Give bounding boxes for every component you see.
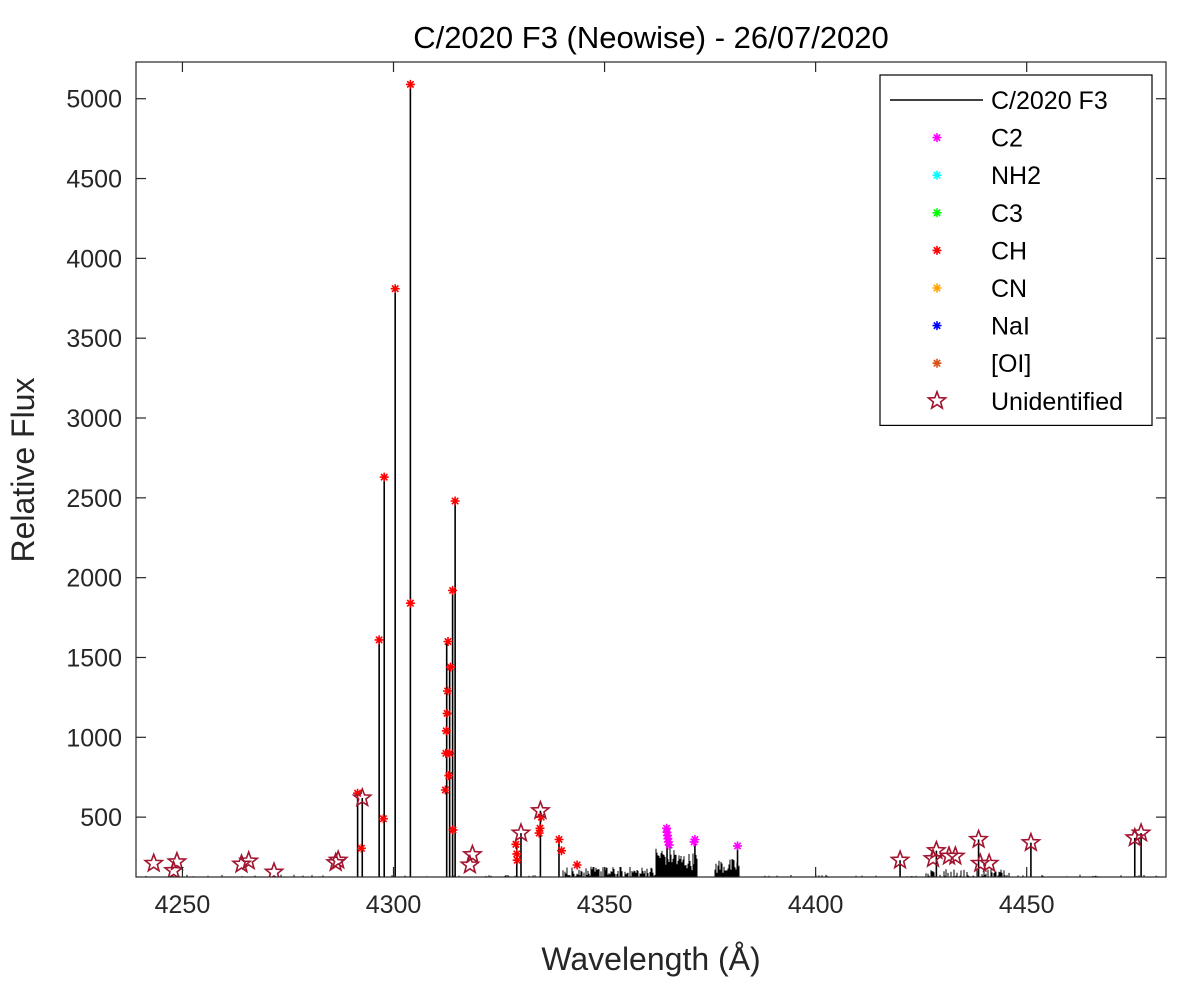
legend-nh2-swatch (932, 170, 942, 180)
unidentified-marker (510, 821, 532, 843)
y-tick-label: 4000 (66, 245, 122, 273)
y-tick-label: 500 (80, 804, 122, 832)
legend-nai-swatch (932, 321, 942, 331)
ch-marker (379, 472, 389, 482)
unidentified-marker (327, 848, 349, 870)
legend-label-c2: C2 (991, 125, 1023, 153)
y-tick-label: 1500 (66, 644, 122, 672)
unidentified-marker (1020, 831, 1042, 852)
y-axis-title: Relative Flux (5, 378, 41, 563)
unidentified-marker (166, 850, 188, 871)
unidentified-marker (925, 839, 948, 860)
legend-label-c3: C3 (991, 200, 1023, 228)
chart-title: C/2020 F3 (Neowise) - 26/07/2020 (413, 20, 889, 55)
x-axis-title: Wavelength (Å) (541, 941, 760, 977)
legend-label-nh2: NH2 (991, 162, 1041, 190)
ch-marker (353, 788, 363, 798)
y-tick-label: 3000 (66, 405, 122, 433)
legend-cn-swatch (932, 283, 942, 293)
ch-marker (405, 598, 415, 608)
axes-frame (135, 61, 1167, 878)
ch-marker (534, 828, 544, 838)
unidentified-marker (529, 799, 552, 820)
ch-marker (511, 839, 521, 849)
ch-marker (390, 284, 400, 294)
unidentified-marker (938, 844, 960, 866)
axes: 4250 4300 4350 4400 4450 500 1000 1500 2000 2500 3… (66, 61, 1167, 919)
ch-marker (445, 748, 455, 758)
c2-marker (733, 841, 742, 851)
ch-marker (374, 635, 384, 645)
ch-marker (378, 814, 388, 824)
legend-box (879, 74, 1153, 426)
ch-marker (446, 662, 455, 672)
x-tick-label: 4400 (788, 891, 844, 919)
ch-marker (512, 849, 522, 859)
c2-marker (689, 837, 699, 847)
unidentified-marker (944, 844, 967, 866)
unidentified-marker (351, 786, 373, 808)
legend-label-cn: CN (991, 275, 1027, 303)
unidentified-marker (461, 843, 484, 864)
y-tick-label: 2000 (66, 565, 122, 593)
legend-label-ch: CH (991, 237, 1027, 265)
legend-ch-swatch (932, 245, 942, 255)
ch-marker (448, 825, 458, 835)
unidentified-marker (237, 849, 260, 871)
ch-marker (448, 585, 458, 595)
ch-marker (441, 726, 451, 736)
ch-marker (443, 686, 452, 696)
unidentified-marker (459, 853, 481, 875)
unidentified-marker (263, 860, 285, 877)
legend-label-nai: NaI (991, 313, 1030, 341)
ch-marker (535, 823, 545, 833)
unidentified-marker (967, 828, 990, 849)
ch-marker (444, 771, 454, 781)
ch-marker (356, 843, 366, 853)
x-tick-label: 4300 (366, 891, 422, 919)
legend-unidentified-swatch (926, 389, 948, 410)
legend-oi-swatch (932, 358, 942, 368)
legend-label-c2020f3: C/2020 F3 (991, 87, 1108, 115)
legend: C/2020 F3 C2 NH2 C3 CH CN NaI [OI] Unidentified (879, 74, 1153, 426)
ch-marker (557, 846, 566, 856)
unidentified-marker (1130, 821, 1152, 843)
ch-marker (450, 496, 460, 506)
c2-marker (664, 840, 674, 850)
x-tick-label: 4350 (577, 891, 633, 919)
y-tick-label: 4500 (66, 166, 122, 194)
ch-marker (440, 785, 450, 795)
ch-marker (442, 708, 452, 718)
ch-marker (512, 855, 522, 865)
unidentified-marker (143, 852, 165, 873)
legend-label-unidentified: Unidentified (991, 388, 1123, 416)
legend-c2-swatch (932, 133, 942, 143)
legend-label-oi: [OI] (991, 350, 1031, 378)
x-tick-label: 4250 (155, 891, 211, 919)
unidentified-marker (889, 848, 911, 870)
ch-marker (405, 79, 415, 89)
plot-area (136, 79, 1166, 877)
legend-c3-swatch (932, 208, 942, 218)
y-tick-label: 3500 (66, 325, 122, 353)
ch-marker (572, 860, 582, 870)
ch-marker (554, 835, 564, 844)
y-tick-label: 2500 (66, 485, 122, 513)
unidentified-marker (230, 852, 253, 874)
y-tick-label: 1000 (66, 724, 122, 752)
c2-marker (690, 835, 700, 844)
x-tick-label: 4450 (999, 891, 1055, 919)
y-tick-label: 5000 (66, 86, 122, 114)
ch-marker (443, 637, 453, 646)
c2-marker (663, 837, 673, 847)
ch-marker (536, 812, 546, 822)
unidentified-marker (978, 852, 1000, 873)
